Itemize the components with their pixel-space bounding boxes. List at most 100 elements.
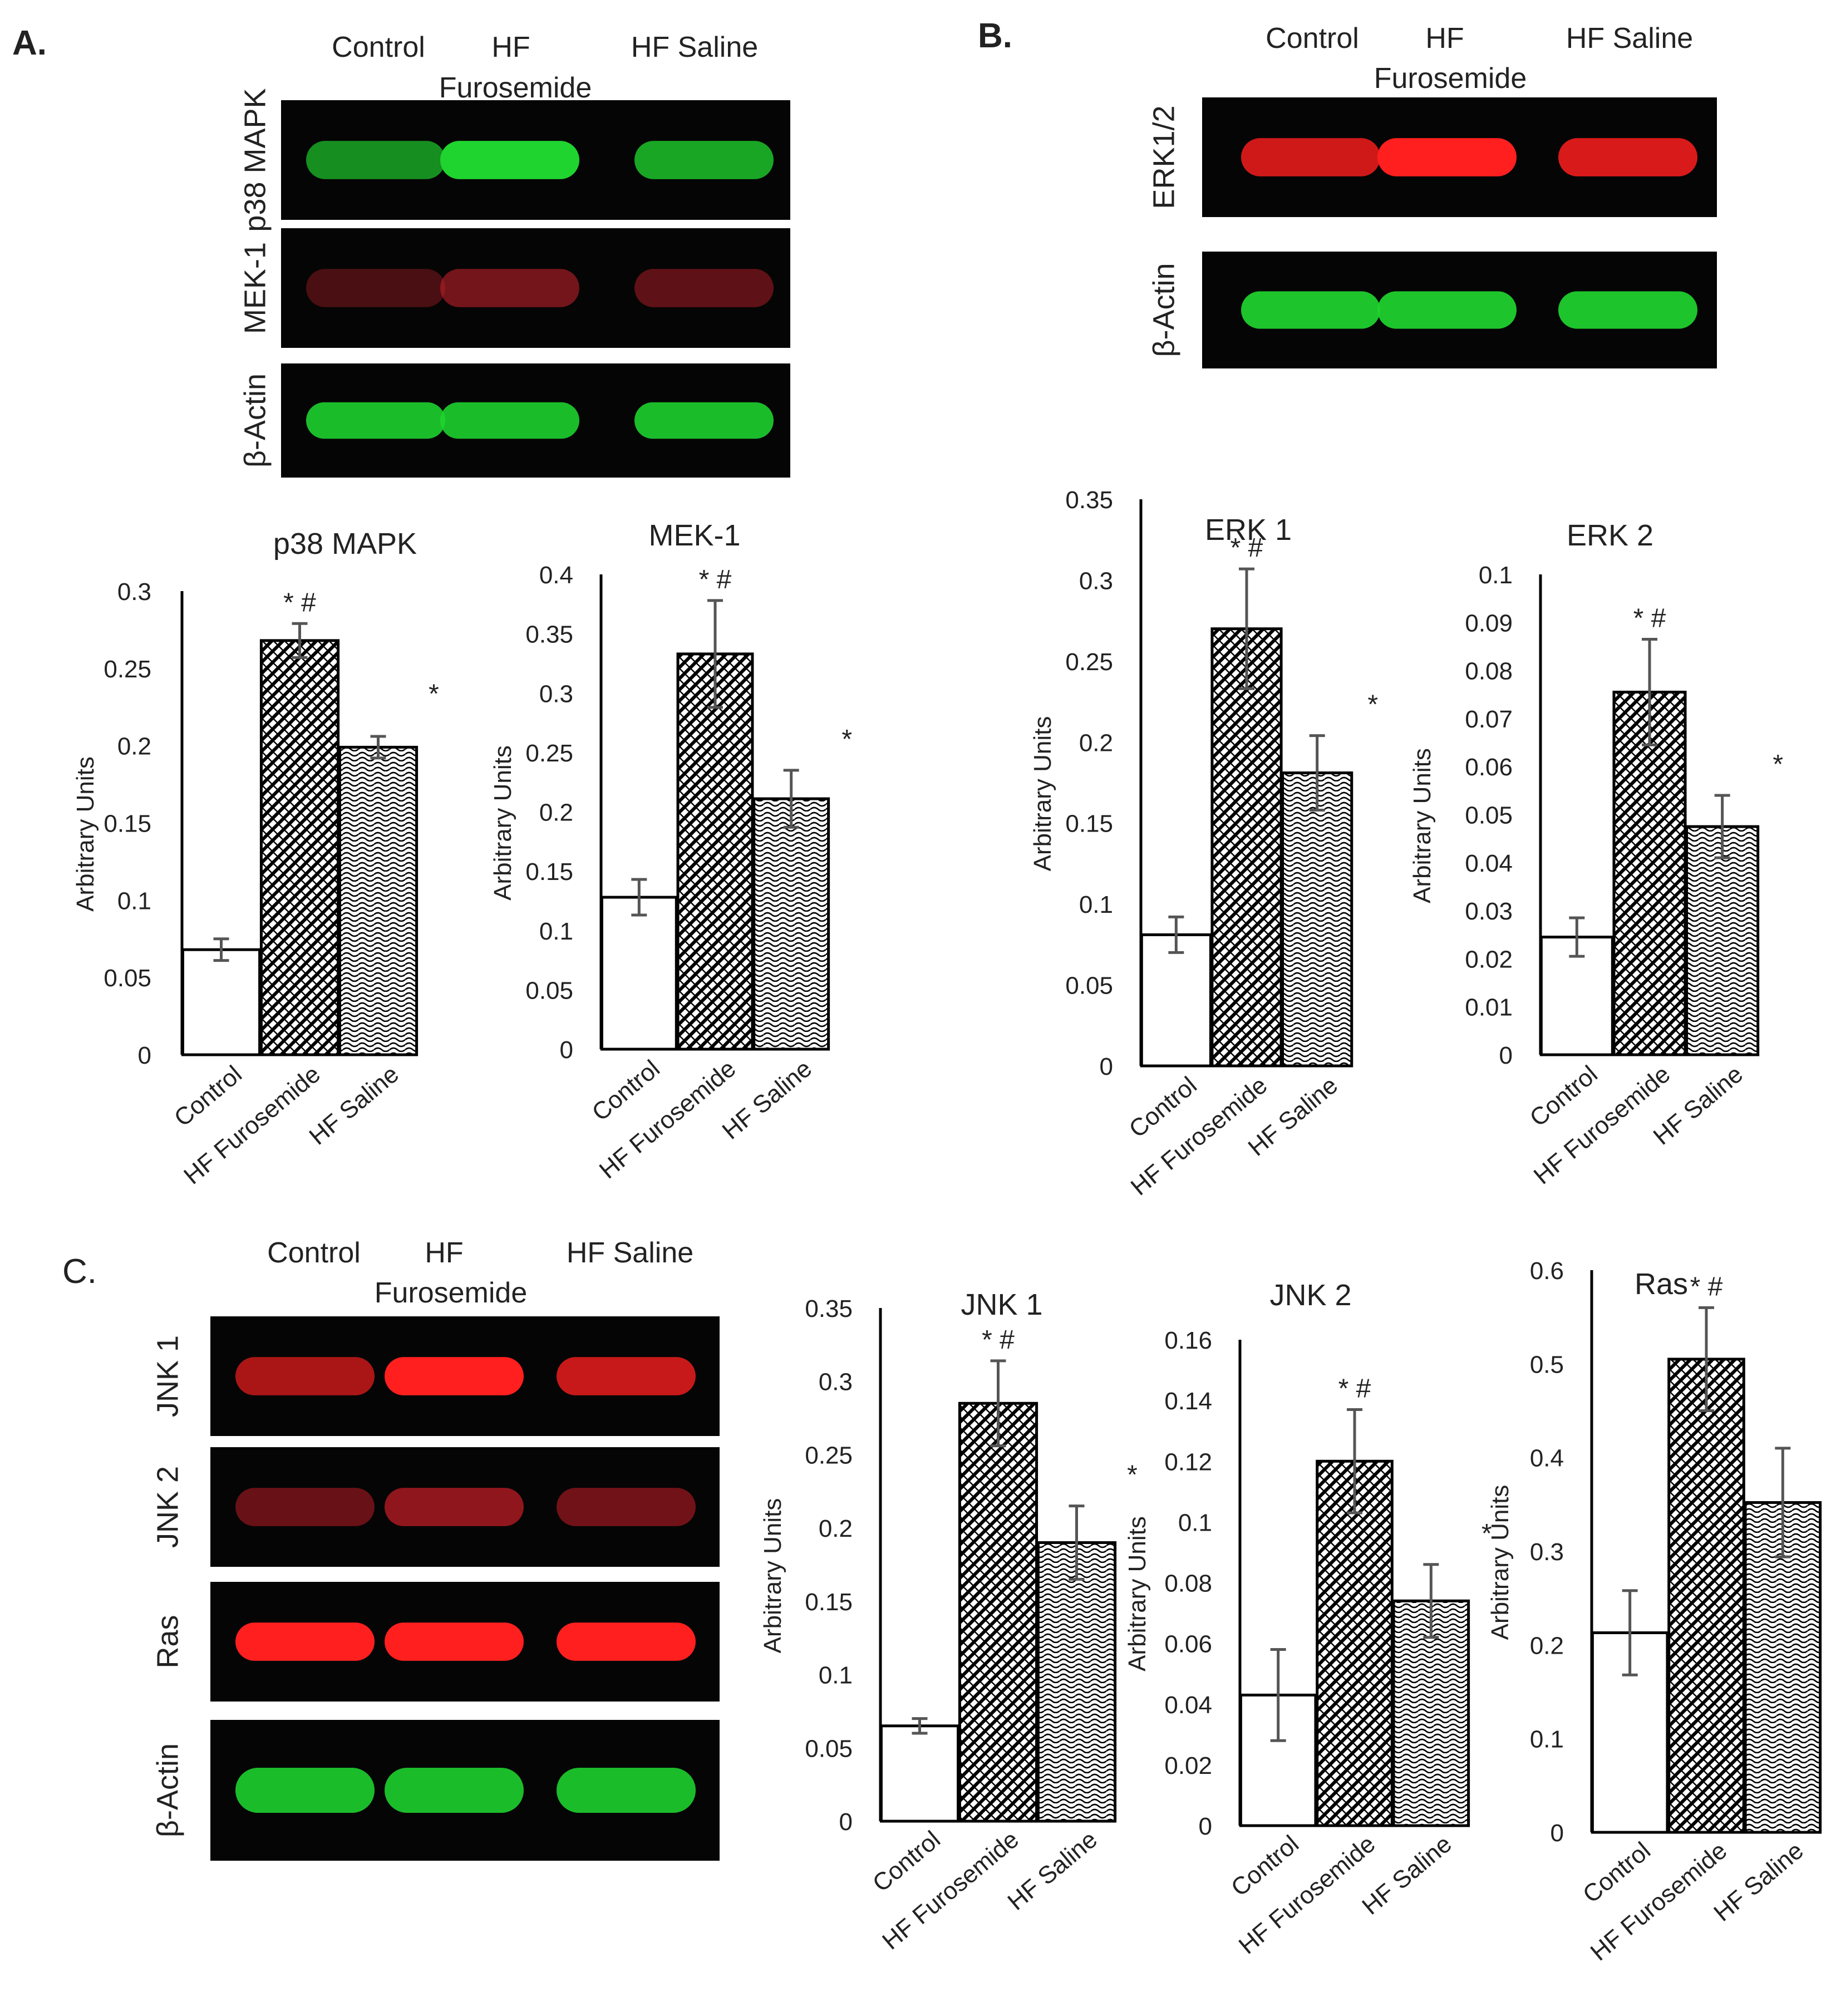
y-tick-label: 0.35: [1065, 486, 1113, 514]
y-tick-label: 0.1: [1530, 1726, 1564, 1753]
error-bar: [1309, 734, 1325, 812]
chart-title: ERK 2: [1567, 519, 1653, 552]
y-tick-label: 0.05: [1465, 802, 1513, 829]
bar-hf-furosemide: [259, 639, 340, 1056]
lane-header-saline: HF Saline: [567, 1237, 693, 1269]
y-axis-label: Arbitrary Units: [72, 756, 99, 912]
chart-title: MEK-1: [648, 519, 740, 552]
blot-band: [1377, 138, 1517, 176]
panel-label-b: B.: [978, 17, 1012, 55]
significance-marker: * #: [699, 565, 732, 594]
blot-label: JNK 2: [151, 1466, 184, 1548]
blot-a-row-2: MEK-1: [238, 228, 790, 348]
significance-marker: *: [841, 725, 852, 754]
chart-title: ERK 1: [1205, 513, 1292, 547]
error-bar: [783, 769, 799, 829]
y-tick-label: 0.15: [525, 858, 573, 886]
blot-band: [634, 402, 774, 439]
y-tick-label: 0.1: [1079, 891, 1113, 918]
y-tick-label: 0.2: [539, 799, 573, 827]
blot-band: [235, 1768, 375, 1813]
lane-header-control: Control: [267, 1237, 361, 1269]
significance-marker: * #: [1230, 533, 1263, 563]
chart-p38-mapk: 0 0.05 0.1 0.15 0.2 0.25 0.3 Arbitrary Units p38…: [72, 527, 439, 1190]
blot-band: [1241, 138, 1380, 176]
blot-band: [440, 269, 579, 307]
y-axis-label: Arbitrary Units: [1029, 716, 1056, 872]
blot-b-row-1: ERK1/2: [1147, 97, 1717, 217]
y-tick-label: 0.3: [539, 680, 573, 707]
error-bar: [1423, 1563, 1439, 1639]
blot-band: [306, 402, 445, 439]
chart-title: JNK 1: [961, 1288, 1042, 1321]
blot-band: [1377, 291, 1517, 329]
y-tick-label: 0.1: [117, 887, 151, 914]
blot-band: [440, 141, 579, 179]
chart-title: JNK 2: [1269, 1279, 1351, 1312]
y-tick-label: 0.05: [1065, 972, 1113, 1000]
blot-a-row-1: p38 MAPK: [238, 88, 790, 232]
significance-marker: *: [429, 679, 439, 709]
blot-c-lane-headers: Control HF Furosemide HF Saline: [267, 1237, 693, 1309]
y-tick-label: 0.02: [1465, 946, 1513, 973]
y-axis-label: Arbitrary Units: [1409, 748, 1436, 903]
y-tick-label: 0: [560, 1036, 573, 1064]
y-tick-label: 0.1: [1479, 562, 1513, 589]
y-tick-label: 0.03: [1465, 898, 1513, 925]
bar-control: [181, 948, 262, 1056]
error-bar: [707, 599, 723, 709]
lane-header-hf: HF: [1425, 22, 1464, 55]
significance-marker: *: [1481, 1519, 1492, 1548]
error-bar: [1347, 1408, 1362, 1515]
blot-b-row-2: β-Actin: [1147, 252, 1717, 368]
y-tick-label: 0.04: [1164, 1692, 1212, 1719]
error-bar: [1168, 915, 1184, 954]
y-tick-label: 0: [1499, 1042, 1513, 1069]
y-tick-label: 0.01: [1465, 994, 1513, 1021]
blot-label: JNK 1: [151, 1335, 184, 1417]
blot-band: [385, 1768, 524, 1813]
blot-band: [385, 1488, 524, 1526]
lane-header-control: Control: [1266, 22, 1359, 55]
bar-hf-saline: [338, 745, 419, 1056]
lane-header-furosemide: Furosemide: [1374, 62, 1527, 95]
lane-header-hf: HF: [425, 1237, 463, 1269]
blot-a-row-3: β-Actin: [238, 363, 790, 478]
error-bar: [1642, 638, 1657, 746]
error-bar: [1699, 1306, 1714, 1412]
panel-label-c: C.: [62, 1252, 97, 1291]
y-tick-label: 0.05: [525, 977, 573, 1004]
y-tick-label: 0.2: [819, 1515, 853, 1542]
chart-mek-1: 0 0.05 0.1 0.15 0.2 0.25 0.3 0.35 0.4 Arbitrary U…: [489, 519, 852, 1184]
bar-hf-furosemide: [1612, 690, 1687, 1056]
bar-hf-furosemide: [676, 652, 754, 1051]
significance-marker: *: [1367, 690, 1378, 720]
error-bar: [1622, 1589, 1638, 1676]
lane-header-saline: HF Saline: [1566, 22, 1693, 55]
category-label: HF Furosemide: [179, 1060, 326, 1189]
y-tick-label: 0.3: [1079, 567, 1113, 594]
error-bar: [912, 1717, 928, 1735]
error-bar: [370, 735, 386, 760]
error-bar: [1569, 916, 1585, 958]
error-bar: [631, 878, 647, 917]
significance-marker: * #: [1338, 1374, 1371, 1403]
y-tick-label: 0.15: [104, 810, 151, 838]
bar-control: [879, 1724, 960, 1823]
blot-band: [235, 1622, 375, 1661]
y-tick-label: 0.25: [525, 740, 573, 767]
chart-erk-1: 0 0.05 0.1 0.15 0.2 0.25 0.3 0.35 Arbitrary Unit…: [1029, 486, 1378, 1201]
blot-band: [440, 402, 579, 439]
chart-erk-2: 0 0.01 0.02 0.03 0.04 0.05 0.06 0.07 0.08 0.09 0.1…: [1409, 519, 1783, 1190]
error-bar: [1270, 1648, 1286, 1742]
blot-label: ERK1/2: [1147, 105, 1180, 209]
y-tick-label: 0.6: [1530, 1257, 1564, 1285]
y-tick-label: 0.05: [104, 965, 151, 992]
blot-band: [306, 269, 445, 307]
bar-hf-saline: [1281, 771, 1353, 1068]
blot-label: β-Actin: [1147, 263, 1180, 357]
blot-b-lane-headers: Control HF Furosemide HF Saline: [1266, 22, 1693, 95]
blot-label: Ras: [151, 1615, 184, 1668]
blot-label: β-Actin: [238, 373, 272, 468]
